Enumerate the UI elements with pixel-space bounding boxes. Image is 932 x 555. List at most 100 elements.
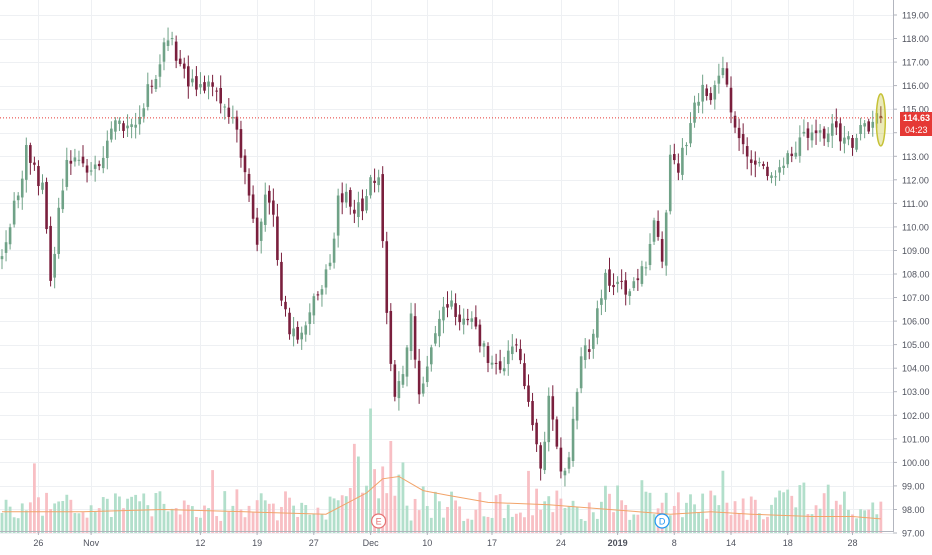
candle-body[interactable] (697, 101, 700, 106)
candle-body[interactable] (628, 291, 632, 296)
candle-body[interactable] (158, 64, 162, 77)
candle-body[interactable] (822, 128, 826, 139)
candle-body[interactable] (33, 162, 36, 165)
candle-body[interactable] (701, 84, 704, 102)
candle-body[interactable] (203, 82, 206, 91)
candle-body[interactable] (223, 106, 227, 108)
candle-body[interactable] (563, 470, 567, 476)
candle-body[interactable] (77, 159, 81, 161)
candle-body[interactable] (539, 445, 542, 469)
candle-body[interactable] (543, 441, 546, 471)
candle-body[interactable] (8, 227, 12, 245)
candle-body[interactable] (620, 280, 623, 282)
candle-body[interactable] (814, 130, 818, 134)
candle-body[interactable] (421, 383, 425, 394)
candle-body[interactable] (37, 166, 40, 187)
candle-body[interactable] (397, 381, 401, 399)
candle-body[interactable] (798, 137, 802, 156)
candle-body[interactable] (393, 364, 397, 397)
candle-body[interactable] (612, 284, 615, 288)
candle-body[interactable] (486, 346, 490, 363)
candle-body[interactable] (830, 123, 834, 136)
candle-body[interactable] (689, 123, 692, 144)
candle-body[interactable] (859, 125, 862, 134)
candle-body[interactable] (97, 163, 101, 167)
candle-body[interactable] (57, 207, 60, 254)
candle-body[interactable] (466, 318, 470, 321)
candle-body[interactable] (122, 123, 125, 131)
candle-body[interactable] (717, 75, 721, 84)
candle-body[interactable] (745, 146, 749, 157)
candle-body[interactable] (855, 137, 858, 150)
candle-body[interactable] (361, 198, 364, 212)
candle-body[interactable] (506, 350, 510, 365)
candle-body[interactable] (134, 124, 137, 128)
candle-body[interactable] (668, 154, 672, 212)
candle-body[interactable] (839, 123, 842, 142)
candle-body[interactable] (725, 68, 729, 85)
candle-body[interactable] (344, 191, 348, 203)
candle-body[interactable] (126, 125, 129, 129)
candle-body[interactable] (49, 225, 52, 281)
candle-body[interactable] (417, 360, 421, 395)
candle-body[interactable] (239, 129, 243, 158)
candle-body[interactable] (826, 133, 830, 143)
candle-body[interactable] (782, 165, 785, 168)
candle-body[interactable] (101, 157, 105, 169)
candle-body[interactable] (365, 196, 368, 211)
candle-body[interactable] (843, 137, 846, 144)
candle-body[interactable] (377, 177, 380, 186)
candle-body[interactable] (349, 190, 352, 207)
candle-body[interactable] (616, 281, 619, 285)
candle-body[interactable] (681, 147, 684, 175)
candle-body[interactable] (644, 267, 648, 269)
candle-body[interactable] (559, 447, 563, 472)
candle-body[interactable] (174, 41, 178, 61)
candle-body[interactable] (673, 154, 676, 161)
candle-body[interactable] (324, 269, 328, 288)
candle-body[interactable] (425, 366, 429, 383)
candle-body[interactable] (652, 220, 656, 242)
candle-body[interactable] (61, 190, 65, 210)
candlesticks[interactable] (0, 27, 883, 487)
candle-body[interactable] (312, 296, 316, 316)
candle-body[interactable] (215, 90, 218, 92)
candle-body[interactable] (247, 173, 251, 196)
time-axis[interactable]: 26 Nov 12 19 27 Dec 10 17 24 2019 8 14 18 28 (33, 531, 858, 548)
candle-body[interactable] (20, 178, 24, 198)
candle-body[interactable] (583, 345, 587, 360)
candle-body[interactable] (304, 325, 308, 335)
candle-body[interactable] (118, 120, 121, 124)
candle-body[interactable] (733, 115, 737, 128)
candle-body[interactable] (729, 87, 733, 113)
candle-body[interactable] (786, 153, 789, 165)
candle-body[interactable] (191, 78, 194, 83)
candle-body[interactable] (369, 177, 372, 196)
candle-body[interactable] (73, 157, 77, 162)
candle-body[interactable] (308, 312, 312, 324)
candle-body[interactable] (357, 202, 360, 217)
candle-body[interactable] (288, 312, 291, 335)
candle-body[interactable] (178, 58, 182, 64)
candle-body[interactable] (693, 102, 696, 123)
candle-body[interactable] (93, 164, 97, 169)
candle-body[interactable] (446, 304, 449, 308)
candle-body[interactable] (81, 156, 85, 164)
candle-body[interactable] (547, 395, 551, 443)
candle-body[interactable] (648, 243, 652, 266)
event-marker-e[interactable]: E (371, 513, 387, 529)
candle-body[interactable] (211, 82, 214, 87)
candle-body[interactable] (851, 138, 854, 148)
candle-body[interactable] (879, 115, 883, 118)
candle-body[interactable] (413, 316, 417, 360)
candle-body[interactable] (332, 238, 336, 263)
candle-body[interactable] (754, 160, 757, 165)
candle-body[interactable] (592, 333, 595, 349)
candle-body[interactable] (685, 144, 688, 147)
candle-body[interactable] (328, 262, 332, 267)
candle-body[interactable] (45, 181, 48, 230)
candle-body[interactable] (29, 145, 32, 163)
candle-body[interactable] (531, 401, 534, 426)
candle-body[interactable] (114, 120, 117, 132)
